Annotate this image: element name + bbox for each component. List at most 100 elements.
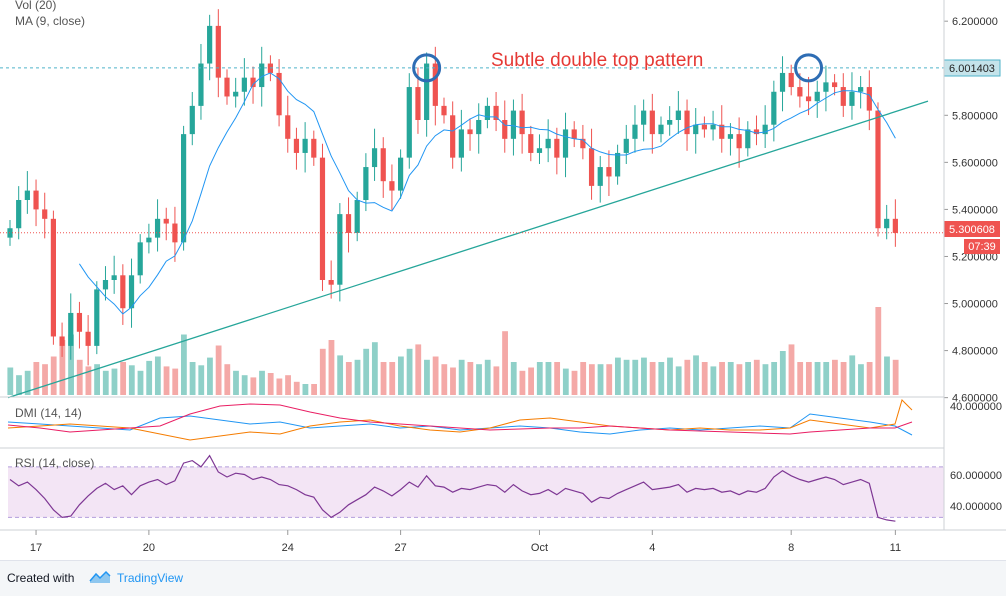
volume-bar	[7, 367, 14, 395]
candle-body	[892, 218, 898, 233]
price-tick-label: 5.000000	[952, 299, 998, 311]
candle-body	[250, 77, 256, 88]
volume-bar	[389, 362, 396, 395]
volume-bar	[623, 359, 630, 395]
tradingview-link[interactable]: TradingView	[117, 571, 184, 585]
volume-bar	[467, 362, 474, 395]
candle-body	[545, 138, 551, 149]
volume-bar	[493, 366, 500, 395]
dmi-label: DMI (14, 14)	[15, 406, 82, 420]
candle-body	[554, 138, 560, 158]
trendline	[7, 100, 929, 399]
volume-bar	[667, 357, 673, 395]
volume-bar	[571, 370, 578, 395]
volume-bar	[432, 356, 439, 395]
volume-bar	[406, 348, 413, 395]
candle-body	[450, 115, 456, 158]
created-with-text: Created with	[7, 571, 75, 585]
tradingview-logo-icon[interactable]	[88, 569, 112, 585]
candle-body	[85, 331, 91, 346]
dmi-minus-line	[7, 399, 913, 441]
volume-bar	[719, 362, 725, 395]
candle-body	[137, 242, 143, 276]
volume-bar	[146, 360, 153, 395]
volume-bar	[267, 373, 274, 395]
volume-bar	[849, 355, 856, 395]
rsi-tick-40: 40.000000	[950, 501, 1002, 513]
volume-bar	[840, 362, 847, 395]
candle-body	[354, 200, 360, 233]
rsi-band	[8, 466, 944, 518]
volume-bar	[181, 334, 187, 395]
volume-bar	[588, 364, 595, 395]
volume-bar	[285, 375, 291, 395]
countdown-text: 07:39	[968, 241, 996, 253]
candle-body	[849, 91, 855, 106]
candle-body	[745, 129, 751, 149]
candle-body	[94, 289, 100, 346]
candle-body	[675, 110, 681, 120]
volume-bar	[33, 362, 40, 395]
volume-bar	[233, 370, 239, 395]
candle-body	[50, 218, 56, 337]
candle-body	[285, 115, 291, 139]
candle-body	[128, 275, 135, 309]
volume-bar	[398, 356, 404, 395]
volume-bar	[345, 362, 352, 395]
volume-bar	[675, 366, 682, 395]
volume-bar	[76, 359, 83, 395]
volume-bar	[363, 348, 370, 395]
candle-body	[858, 87, 864, 92]
volume-bar	[632, 359, 639, 395]
price-tick-label: 4.800000	[952, 346, 998, 358]
candle-body	[102, 280, 109, 290]
candle-body	[181, 134, 187, 243]
volume-bar	[832, 359, 838, 395]
candle-body	[606, 167, 612, 177]
volume-bar	[762, 364, 769, 395]
candle-body	[224, 77, 230, 97]
current-price-label: 5.300608 07:39	[944, 221, 1000, 254]
time-tick-label: 17	[30, 542, 42, 554]
candle-body	[701, 124, 707, 130]
time-tick-label: 27	[394, 542, 406, 554]
candle-body	[120, 275, 126, 309]
candle-body	[259, 63, 265, 88]
vol-indicator-label: Vol (20)	[15, 0, 56, 12]
candle-body	[632, 124, 638, 139]
volume-bar	[16, 375, 22, 395]
volume-bar	[710, 366, 717, 395]
volume-bar	[293, 381, 300, 395]
volume-bars	[7, 307, 899, 395]
candle-body	[762, 124, 768, 135]
volume-bar	[250, 377, 257, 395]
volume-bar	[684, 359, 691, 395]
volume-bar	[536, 362, 543, 395]
volume-bar	[94, 364, 100, 395]
candle-body	[467, 129, 473, 135]
time-tick-label: 8	[788, 542, 794, 554]
volume-bar	[154, 356, 161, 395]
candle-body	[415, 87, 421, 120]
candle-body	[154, 218, 161, 238]
candle-body	[441, 105, 447, 116]
volume-bar	[328, 340, 335, 395]
volume-bar	[805, 362, 812, 395]
candle-body	[24, 190, 30, 200]
candle-body	[398, 157, 404, 191]
volume-bar	[337, 355, 344, 395]
volume-bar	[380, 362, 387, 395]
candle-body	[536, 148, 543, 153]
rsi-label: RSI (14, close)	[15, 456, 94, 470]
price-tick-label: 5.200000	[952, 251, 998, 263]
candle-body	[771, 91, 777, 125]
volume-bar	[111, 368, 118, 395]
candle-body	[163, 218, 169, 224]
candle-body	[649, 110, 655, 135]
candle-body	[389, 181, 395, 191]
time-tick-label: 4	[649, 542, 655, 554]
candle-body	[493, 105, 499, 120]
volume-bar	[189, 362, 196, 395]
chart-area[interactable]: Subtle double top pattern Vol (20) MA (9…	[0, 0, 1006, 560]
time-tick-label: 20	[143, 542, 155, 554]
